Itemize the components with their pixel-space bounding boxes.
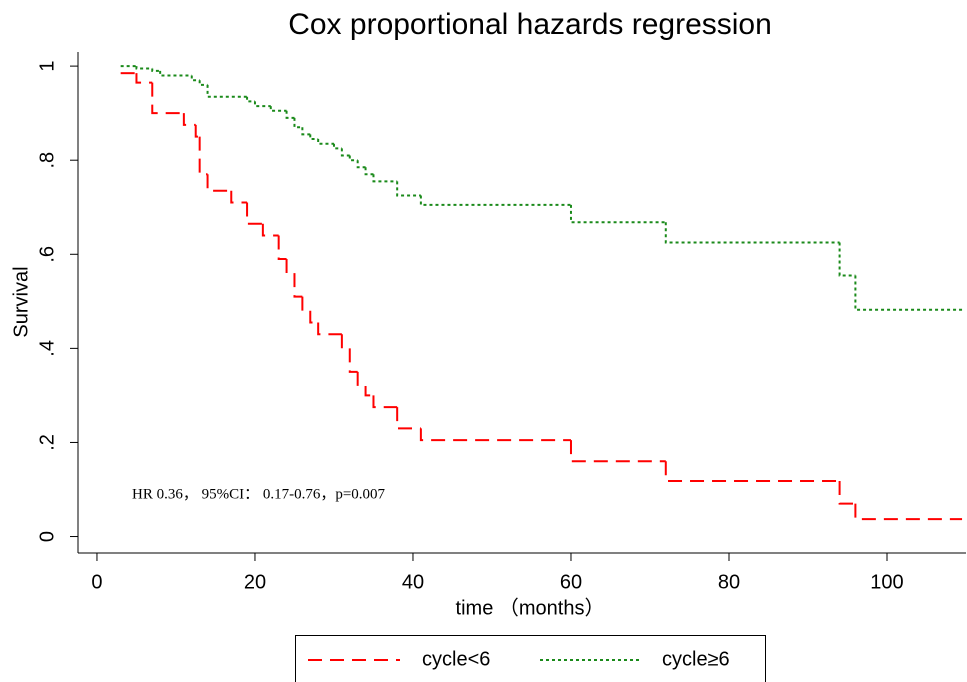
survival-step [854, 275, 963, 311]
survival-step [135, 73, 153, 84]
survival-step [293, 117, 303, 129]
y-tick-label: .2 [36, 434, 58, 451]
chart-title: Cox proportional hazards regression [288, 8, 772, 41]
legend-label: cycle≥6 [662, 648, 730, 670]
survival-step [348, 155, 358, 162]
survival-step [356, 371, 366, 387]
survival-step [230, 190, 248, 204]
x-tick-label: 40 [402, 571, 424, 593]
survival-step [854, 503, 963, 521]
x-axis-label: time （months） [456, 596, 605, 619]
survival-step [664, 222, 840, 244]
x-tick-label: 20 [244, 571, 266, 593]
survival-step [198, 80, 208, 86]
survival-step [261, 223, 279, 237]
survival-step [269, 106, 287, 112]
survival-step [182, 113, 196, 126]
survival-step [253, 101, 271, 108]
survival-step [317, 322, 342, 336]
survival-step [356, 160, 366, 169]
survival-step [285, 110, 295, 119]
survival-step [419, 195, 571, 206]
survival-step [151, 68, 161, 72]
survival-step [277, 235, 287, 260]
survival-step [246, 202, 263, 225]
survival-step [838, 481, 856, 505]
x-tick-label: 100 [870, 571, 903, 593]
y-tick-label: .4 [36, 340, 58, 357]
survival-step [838, 242, 856, 277]
survival-step [396, 407, 421, 430]
annotation: HR 0.36， 95%CI： 0.17-0.76，p=0.007 [132, 486, 386, 502]
survival-step [569, 204, 666, 224]
survival-step [301, 296, 311, 312]
survival-step [309, 310, 319, 324]
x-tick-label: 80 [718, 571, 740, 593]
survival-step [317, 139, 334, 145]
survival-step [198, 136, 208, 176]
survival-step [364, 386, 374, 397]
x-tick-label: 0 [91, 571, 102, 593]
survival-step [190, 75, 200, 82]
y-tick-label: 1 [36, 61, 58, 72]
legend-label: cycle<6 [422, 648, 490, 670]
survival-step [285, 258, 295, 275]
survival-step [332, 143, 342, 150]
survival-step [419, 428, 571, 442]
survival-step [372, 174, 398, 183]
survival-step [194, 124, 200, 138]
y-axis-label: Survival [10, 266, 32, 337]
survival-step [135, 66, 153, 70]
survival-step [396, 181, 421, 197]
survival-step [246, 96, 255, 103]
survival-step [364, 167, 374, 176]
survival-step [372, 395, 398, 409]
survival-step [206, 174, 232, 192]
survival-step [340, 148, 350, 157]
survival-step [309, 134, 319, 141]
y-tick-label: .6 [36, 246, 58, 263]
y-tick-label: .8 [36, 152, 58, 169]
survival-step [159, 70, 192, 77]
survival-step [206, 84, 248, 98]
survival-step [664, 461, 840, 483]
legend-box [295, 635, 766, 682]
survival-step [340, 334, 350, 350]
survival-step [348, 348, 358, 373]
survival-step [293, 273, 303, 298]
survival-step [569, 440, 666, 463]
survival-step [151, 82, 184, 115]
y-tick-label: 0 [36, 531, 58, 542]
survival-step [301, 127, 311, 136]
x-tick-label: 60 [560, 571, 582, 593]
